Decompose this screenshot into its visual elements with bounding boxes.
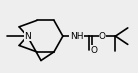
Text: O: O: [99, 32, 106, 41]
Text: N: N: [24, 32, 31, 41]
Text: O: O: [91, 46, 98, 55]
Text: NH: NH: [70, 32, 83, 41]
